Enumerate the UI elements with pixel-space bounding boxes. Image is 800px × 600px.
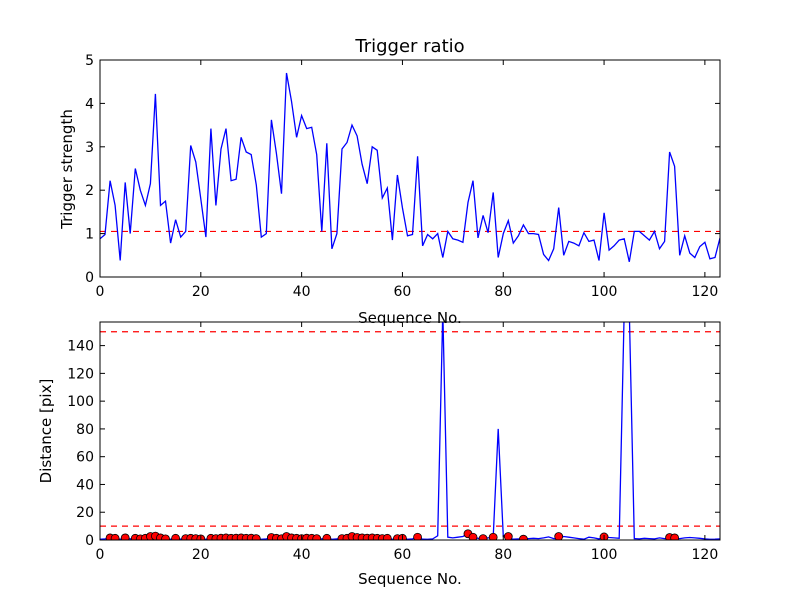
x-tick-label: 20	[192, 284, 210, 300]
y-tick-label: 140	[67, 339, 94, 355]
y-tick-label: 5	[85, 53, 94, 69]
x-tick-label: 0	[96, 284, 105, 300]
data-point-marker	[382, 533, 392, 540]
x-tick-label: 0	[96, 547, 105, 563]
series-line	[100, 72, 720, 262]
distance-panel: 0 20 40 60 80 100 120 0 20 40 60 80 100 120 140 Sequen…	[37, 321, 721, 588]
y-tick-label: 3	[85, 140, 94, 156]
y-tick-label: 4	[85, 96, 94, 112]
y-tick-label: 100	[67, 394, 94, 410]
trigger-plot-area: 0 20 40 60 80 100 120 0 1 2 3 4 5	[85, 53, 721, 300]
axes-frame	[99, 321, 721, 541]
data-point-marker	[312, 534, 322, 540]
y-tick-label: 80	[76, 422, 94, 438]
data-point-marker	[554, 532, 564, 540]
axes-frame	[99, 59, 721, 278]
plot-contents	[100, 322, 720, 540]
trigger-ratio-panel: Trigger ratio 0 20 40 60 80 100 120 0 1 2 3 4 5 Sequ…	[58, 36, 721, 327]
x-tick-label: 40	[293, 547, 311, 563]
x-tick-label: 80	[494, 284, 512, 300]
series-line	[100, 322, 720, 540]
data-point-marker	[468, 532, 478, 540]
y-tick-label: 0	[85, 533, 94, 549]
data-point-marker	[120, 533, 130, 540]
y-tick-label: 1	[85, 227, 94, 243]
data-point-marker	[503, 532, 513, 540]
data-point-marker	[171, 533, 181, 540]
data-point-marker	[488, 532, 498, 540]
data-point-marker	[110, 533, 120, 540]
data-point-marker	[251, 534, 261, 540]
data-point-marker	[478, 534, 488, 540]
y-tick-label: 20	[76, 505, 94, 521]
bottom-x-axis-label: Sequence No.	[358, 570, 462, 588]
x-tick-label: 60	[394, 547, 412, 563]
top-x-axis-label: Sequence No.	[358, 309, 462, 327]
plot-contents	[100, 72, 720, 262]
x-tick-label: 100	[591, 547, 618, 563]
distance-plot-area: 0 20 40 60 80 100 120 0 20 40 60 80 100 120 140	[67, 321, 721, 563]
x-tick-label: 120	[692, 284, 719, 300]
chart-title: Trigger ratio	[354, 36, 464, 57]
x-tick-label: 80	[494, 547, 512, 563]
bottom-y-axis-label: Distance [pix]	[37, 379, 55, 484]
data-point-marker	[670, 533, 680, 540]
x-tick-label: 60	[394, 284, 412, 300]
data-point-marker	[413, 532, 422, 540]
y-tick-label: 120	[67, 366, 94, 382]
x-tick-label: 40	[293, 284, 311, 300]
y-tick-label: 40	[76, 477, 94, 493]
x-tick-label: 100	[591, 284, 618, 300]
y-tick-label: 0	[85, 270, 94, 286]
data-point-marker	[322, 533, 332, 540]
y-tick-label: 60	[76, 450, 94, 466]
data-point-marker	[519, 534, 528, 540]
x-tick-label: 20	[192, 547, 210, 563]
x-tick-label: 120	[692, 547, 719, 563]
data-point-marker	[161, 534, 170, 540]
y-tick-label: 2	[85, 183, 94, 199]
top-y-axis-label: Trigger strength	[58, 109, 76, 230]
